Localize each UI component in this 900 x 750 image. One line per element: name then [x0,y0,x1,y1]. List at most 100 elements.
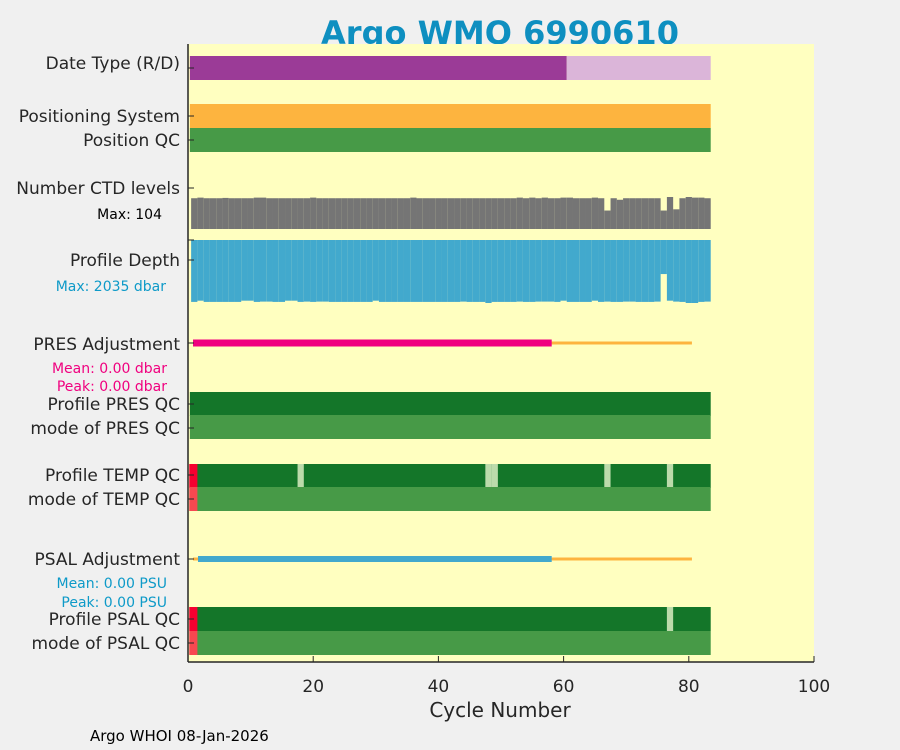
ctd-levels-bar [222,197,229,229]
ctd-levels-bar [629,198,636,229]
profile-depth-bar [504,240,511,302]
mode-psal-qc-bar [189,631,711,655]
ctd-levels-bar [623,198,630,229]
label-mode-pres-qc: mode of PRES QC [30,419,180,439]
ctd-levels-bar [441,198,448,229]
ctd-levels-bar [278,198,286,229]
profile-depth-bar [266,240,273,302]
profile-depth-bar [641,240,649,302]
ctd-levels-bar [472,198,480,229]
ctd-levels-bar [466,198,473,229]
ctd-levels-bar [197,197,204,229]
ctd-levels-bar [297,198,304,229]
ctd-levels-bar [679,198,686,229]
x-tick-label: 20 [302,677,324,697]
profile-depth-bar [335,240,342,302]
profile-depth-bar [435,240,442,302]
profile-depth-bar [285,240,292,301]
profile-depth-bar [366,240,373,302]
ctd-levels-bar [529,197,536,229]
ctd-levels-bar [410,197,417,229]
mode-temp-qc-bar [189,487,711,511]
ctd-levels-bar [704,198,711,229]
profile-depth-bar [191,240,198,302]
x-tick-label: 40 [428,677,450,697]
label-mode-psal-qc: mode of PSAL QC [31,634,180,654]
profile-temp-qc-probably-good-cell [297,464,304,488]
profile-depth-bar [554,240,561,302]
ctd-levels-bar [341,198,348,229]
label-profile-temp-qc: Profile TEMP QC [45,466,180,486]
position-qc-bar [189,128,711,152]
profile-depth-bar [272,240,279,302]
ctd-levels-bar [598,198,605,229]
ctd-levels-bar [516,197,523,229]
ctd-levels-bar [616,199,624,229]
psal-peak-label: Peak: 0.00 PSU [61,595,167,611]
ctd-levels-bar [228,198,235,229]
profile-depth-bar [497,240,505,302]
profile-depth-bar [604,240,611,302]
ctd-levels-bar [360,198,367,229]
ctd-levels-bar [541,197,548,229]
profile-depth-bar [516,240,523,302]
profile-temp-qc-probably-good-cell [485,464,492,488]
label-pres-adjustment: PRES Adjustment [33,335,180,355]
label-mode-temp-qc: mode of TEMP QC [28,490,180,510]
ctd-levels-bar [347,198,354,229]
ctd-levels-bar [522,198,530,229]
profile-depth-bar [322,240,329,302]
profile-depth-bar [460,240,467,302]
ctd-levels-bar [535,198,542,229]
ctd-levels-bar [491,198,498,229]
ctd-levels-bar [385,198,392,229]
label-positioning-system: Positioning System [19,107,180,127]
profile-depth-bar [253,240,260,302]
ctd-levels-bar [378,198,386,229]
profile-depth-bar [691,240,699,303]
ctd-levels-bar [666,197,674,229]
profile-depth-bar [454,240,461,302]
ctd-levels-bar [322,198,329,229]
profile-depth-bar [472,240,480,302]
profile-depth-bar [360,240,367,302]
ctd-levels-bar [604,210,611,229]
ctd-levels-bar [485,198,492,229]
ctd-levels-bar [673,209,680,229]
label-profile-pres-qc: Profile PRES QC [47,395,180,415]
profile-depth-bar [429,240,436,302]
ctd-levels-bar [572,198,580,229]
profile-depth-bar [547,240,555,302]
profile-depth-bar [485,240,492,303]
date-type-delayed-bar [189,56,567,80]
profile-depth-bar [572,240,580,302]
x-tick-label: 100 [798,677,830,697]
mode-pres-qc-bar [189,415,711,439]
ctd-levels-bar [635,198,642,229]
profile-depth-bar [673,240,680,302]
ctd-levels-bar [328,198,336,229]
x-axis-label: Cycle Number [429,698,571,722]
ctd-levels-bar [335,198,342,229]
profile-psal-qc-bar [189,607,711,631]
x-tick-label: 60 [553,677,575,697]
x-tick-label: 0 [183,677,194,697]
ctd-levels-bar [585,198,592,229]
label-ctd-levels: Number CTD levels [16,179,180,199]
profile-depth-bar [234,240,242,302]
profile-depth-bar [466,240,473,302]
ctd-levels-bar [422,198,430,229]
ctd-levels-bar [660,210,667,229]
ctd-levels-bar [510,198,517,229]
profile-depth-bar [623,240,630,302]
ctd-levels-bar [579,198,586,229]
ctd-levels-bar [291,198,298,229]
label-profile-depth: Profile Depth [70,251,180,271]
ctd-levels-bar [266,198,273,229]
profile-depth-bar [541,240,548,302]
profile-depth-bar [203,240,210,302]
profile-depth-bar [529,240,536,302]
ctd-levels-bar [610,198,617,229]
label-psal-adjustment: PSAL Adjustment [35,550,181,570]
